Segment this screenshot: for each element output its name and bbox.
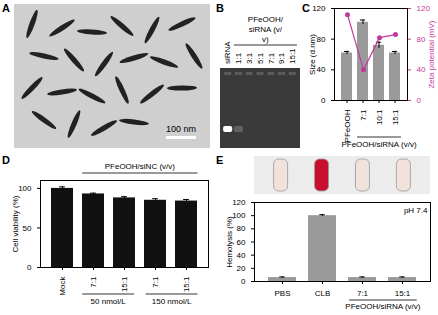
svg-text:40: 40 bbox=[417, 65, 426, 74]
svg-text:7:1: 7:1 bbox=[359, 109, 368, 121]
svg-text:7:1: 7:1 bbox=[267, 52, 276, 64]
svg-text:15:1: 15:1 bbox=[182, 276, 191, 292]
svg-text:15:1: 15:1 bbox=[120, 276, 129, 292]
svg-text:120: 120 bbox=[312, 4, 326, 13]
svg-text:40: 40 bbox=[317, 65, 326, 74]
svg-text:Mock: Mock bbox=[58, 276, 67, 296]
html-text:D: D bbox=[2, 154, 10, 166]
svg-text:50 nmol/L: 50 nmol/L bbox=[91, 297, 127, 306]
svg-text:20: 20 bbox=[237, 264, 246, 273]
svg-text:v): v) bbox=[262, 35, 269, 44]
svg-text:80: 80 bbox=[317, 35, 326, 44]
svg-text:120: 120 bbox=[417, 4, 431, 13]
svg-text:Cell viability (%): Cell viability (%) bbox=[11, 195, 20, 252]
svg-text:9:1: 9:1 bbox=[277, 52, 286, 64]
svg-text:40: 40 bbox=[237, 251, 246, 260]
svg-text:120: 120 bbox=[232, 198, 246, 207]
svg-text:100: 100 bbox=[18, 184, 32, 193]
svg-text:PFeOOH: PFeOOH bbox=[343, 109, 352, 142]
svg-text:0: 0 bbox=[321, 96, 326, 105]
html-text:A: A bbox=[2, 2, 10, 14]
svg-text:150 nmol/L: 150 nmol/L bbox=[152, 297, 192, 306]
svg-text:PBS: PBS bbox=[274, 289, 290, 298]
svg-text:CLB: CLB bbox=[315, 289, 331, 298]
html-text:C: C bbox=[302, 2, 310, 14]
svg-text:15:1: 15:1 bbox=[288, 48, 297, 64]
html-text:B: B bbox=[216, 2, 224, 14]
svg-text:PFeOOH/: PFeOOH/ bbox=[248, 15, 284, 24]
svg-text:10:1: 10:1 bbox=[375, 109, 384, 125]
svg-text:siRNA (v/: siRNA (v/ bbox=[249, 25, 283, 34]
svg-text:80: 80 bbox=[237, 224, 246, 233]
svg-text:50: 50 bbox=[23, 224, 32, 233]
svg-text:7:1: 7:1 bbox=[151, 276, 160, 288]
svg-text:80: 80 bbox=[417, 35, 426, 44]
svg-text:5:1: 5:1 bbox=[256, 52, 265, 64]
svg-text:100 nm: 100 nm bbox=[166, 124, 196, 134]
svg-text:pH 7.4: pH 7.4 bbox=[404, 206, 428, 215]
html-text:E: E bbox=[216, 154, 224, 166]
svg-text:PFeOOH/siNC (v/v): PFeOOH/siNC (v/v) bbox=[105, 162, 176, 171]
svg-text:PFeOOH/siRNA (v/v): PFeOOH/siRNA (v/v) bbox=[345, 302, 420, 311]
svg-text:0: 0 bbox=[27, 263, 32, 272]
svg-text:0: 0 bbox=[241, 277, 246, 286]
svg-text:Hemolysis (%): Hemolysis (%) bbox=[225, 216, 234, 268]
svg-text:siRNA: siRNA bbox=[223, 41, 232, 64]
svg-text:60: 60 bbox=[237, 238, 246, 247]
svg-text:7:1: 7:1 bbox=[89, 276, 98, 288]
svg-text:15:1: 15:1 bbox=[391, 109, 400, 125]
svg-text:100: 100 bbox=[232, 211, 246, 220]
svg-text:Zeta potential (mV): Zeta potential (mV) bbox=[427, 20, 436, 88]
svg-text:3:1: 3:1 bbox=[245, 52, 254, 64]
svg-text:PFeOOH/siRNA (v/v): PFeOOH/siRNA (v/v) bbox=[341, 140, 416, 149]
svg-text:1:1: 1:1 bbox=[234, 52, 243, 64]
svg-text:Size (d.nm): Size (d.nm) bbox=[308, 34, 317, 75]
svg-text:15:1: 15:1 bbox=[395, 289, 411, 298]
svg-text:0: 0 bbox=[417, 96, 422, 105]
svg-text:7:1: 7:1 bbox=[357, 289, 369, 298]
